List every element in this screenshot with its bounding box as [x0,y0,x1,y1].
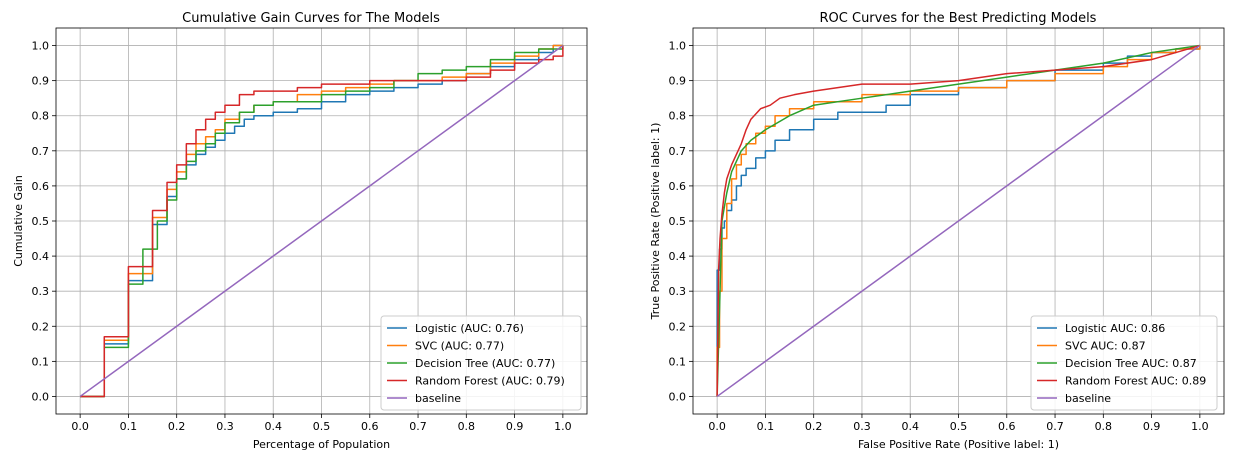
gain-xtick-label: 0.1 [120,420,138,433]
roc-chart-ylabel: True Positive Rate (Positive label: 1) [649,123,662,321]
gain-chart-panel: Cumulative Gain Curves for The Models Pe… [12,11,588,451]
gain-legend-label: Decision Tree (AUC: 0.77) [415,357,555,370]
roc-xtick-label: 0.1 [757,420,775,433]
gain-legend-label: baseline [415,392,461,405]
gain-ytick-label: 0.0 [32,390,50,403]
roc-ytick-label: 1.0 [669,40,687,53]
roc-legend-label: SVC AUC: 0.87 [1065,340,1146,353]
roc-legend: Logistic AUC: 0.86 SVC AUC: 0.87 Decision … [1030,315,1218,411]
roc-series-random-forest-auc-0-89 [716,44,1201,397]
gain-series-group [79,44,564,398]
roc-chart-panel: ROC Curves for the Best Predicting Model… [649,11,1225,451]
roc-series-svc-auc-0-87 [716,45,1201,397]
roc-ytick-label: 0.8 [669,110,687,123]
roc-xtick-label: 0.0 [708,420,726,433]
roc-xtick-label: 0.4 [901,420,919,433]
gain-xtick-label: 0.0 [71,420,89,433]
gain-xtick-label: 0.7 [409,420,427,433]
gain-series-baseline [79,44,564,398]
gain-series-decision-tree-auc-0-77 [80,45,564,398]
gain-legend-label: SVC (AUC: 0.77) [415,340,504,353]
roc-xtick-label: 0.8 [1095,420,1113,433]
roc-legend-label: Logistic AUC: 0.86 [1065,322,1165,335]
gain-ytick-label: 0.1 [32,355,50,368]
roc-series-group [716,44,1201,398]
gain-ytick-label: 0.2 [32,320,50,333]
roc-chart-title: ROC Curves for the Best Predicting Model… [820,11,1097,26]
gain-ytick-label: 0.3 [32,285,50,298]
roc-series-baseline [716,44,1201,398]
gain-ytick-label: 0.7 [32,145,50,158]
gain-ytick-label: 1.0 [32,40,50,53]
gain-legend-label: Random Forest (AUC: 0.79) [415,375,565,388]
roc-ytick-label: 0.0 [669,390,687,403]
roc-xtick-label: 0.3 [853,420,871,433]
roc-legend-label: Decision Tree AUC: 0.87 [1065,357,1197,370]
gain-xtick-label: 0.9 [506,420,524,433]
gain-xtick-label: 0.5 [313,420,331,433]
roc-xtick-label: 0.7 [1046,420,1064,433]
roc-xtick-label: 0.2 [805,420,823,433]
gain-legend: Logistic (AUC: 0.76) SVC (AUC: 0.77) Decis… [380,315,582,411]
gain-chart-title: Cumulative Gain Curves for The Models [182,11,440,26]
roc-legend-label: Random Forest AUC: 0.89 [1065,375,1206,388]
gain-xtick-label: 0.8 [458,420,476,433]
roc-ytick-label: 0.4 [669,250,687,263]
gain-ytick-label: 0.4 [32,250,50,263]
gain-legend-box [380,315,582,411]
gain-xtick-label: 1.0 [554,420,572,433]
roc-ytick-label: 0.5 [669,215,687,228]
gain-chart-xlabel: Percentage of Population [253,438,390,451]
roc-ytick-label: 0.2 [669,320,687,333]
roc-ytick-label: 0.1 [669,355,687,368]
gain-ytick-label: 0.9 [32,75,50,88]
roc-ytick-label: 0.7 [669,145,687,158]
gain-xtick-label: 0.2 [168,420,186,433]
roc-xtick-label: 0.5 [950,420,968,433]
gain-ytick-label: 0.6 [32,180,50,193]
roc-legend-label: baseline [1065,392,1111,405]
roc-ytick-label: 0.6 [669,180,687,193]
gain-series-random-forest-auc-0-79 [80,45,564,398]
gain-chart-ylabel: Cumulative Gain [12,175,25,267]
gain-ytick-label: 0.8 [32,110,50,123]
roc-ytick-label: 0.9 [669,75,687,88]
roc-ytick-label: 0.3 [669,285,687,298]
roc-xtick-label: 0.6 [998,420,1016,433]
roc-xtick-label: 1.0 [1191,420,1209,433]
roc-axes-frame [692,27,1225,415]
roc-xtick-label: 0.9 [1143,420,1161,433]
roc-chart-xlabel: False Positive Rate (Positive label: 1) [858,438,1059,451]
gain-legend-label: Logistic (AUC: 0.76) [415,322,524,335]
roc-legend-box [1030,315,1218,411]
gain-xtick-label: 0.3 [216,420,234,433]
gain-xtick-label: 0.6 [361,420,379,433]
gain-xtick-label: 0.4 [264,420,282,433]
roc-series-decision-tree-auc-0-87 [716,44,1200,397]
gain-axes-frame [55,27,588,415]
gain-ytick-label: 0.5 [32,215,50,228]
